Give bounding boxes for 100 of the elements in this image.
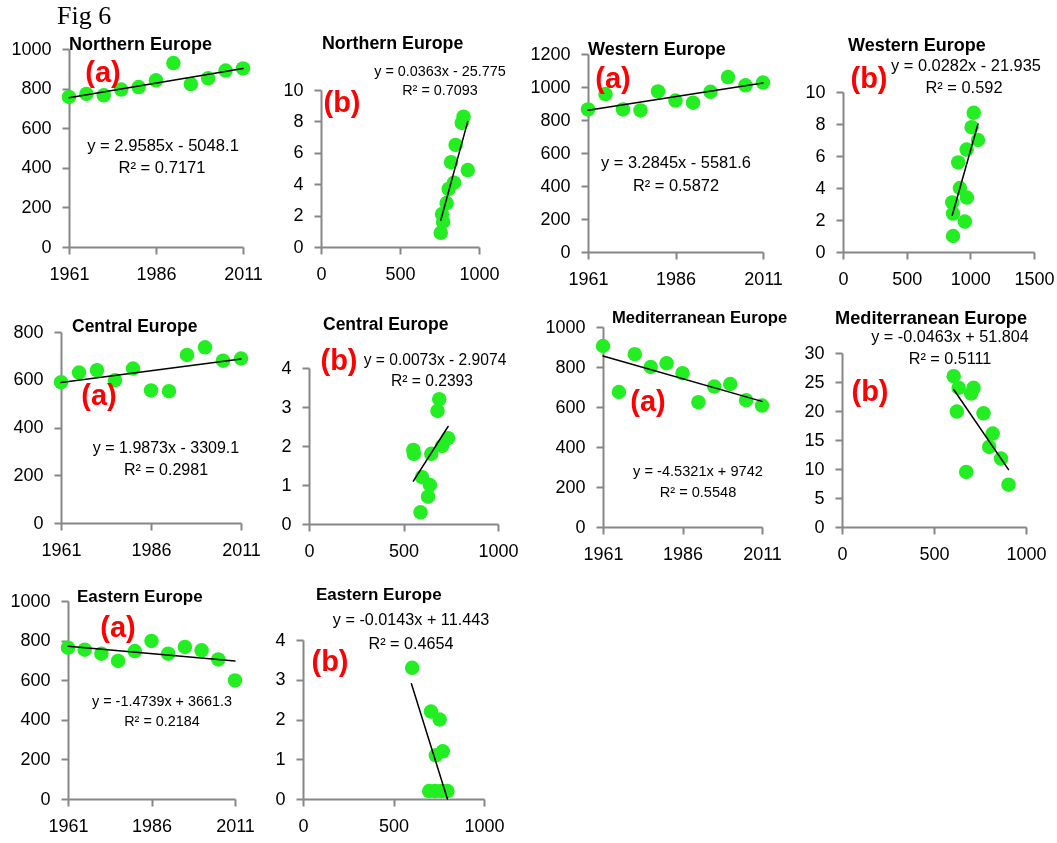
- y-tick-label: 0: [41, 236, 52, 257]
- x-tick-label: 2011: [744, 268, 783, 289]
- y-tick-label: 400: [20, 709, 51, 730]
- text: y = -0.0463x + 51.804: [871, 327, 1029, 345]
- x-tick-label: 1500: [1014, 268, 1055, 289]
- y-tick-label: 0: [293, 236, 304, 257]
- annotation: (a): [595, 62, 631, 94]
- annotation: R² = 0.7171: [118, 158, 206, 177]
- annotation: y = -4.5321x + 9742: [633, 463, 763, 479]
- y-tick-label: 10: [804, 458, 825, 479]
- x-tick-label: 0: [837, 543, 848, 564]
- x-tick-label: 1000: [464, 815, 505, 836]
- x-tick-label: 1000: [950, 268, 991, 289]
- x-tick-label: 1961: [41, 539, 82, 560]
- annotation: (b): [320, 344, 358, 376]
- chart-title: Eastern Europe: [316, 585, 442, 604]
- y-tick-label: 0: [575, 516, 586, 537]
- y-tick-label: 10: [283, 79, 304, 100]
- y-tick-label: 4: [281, 357, 292, 378]
- y-tick-label: 200: [540, 208, 571, 229]
- y-tick-label: 15: [804, 429, 825, 450]
- chart-title: Central Europe: [323, 314, 449, 334]
- annotation: R² = 0.5548: [659, 484, 737, 500]
- y-tick-label: 0: [281, 513, 292, 534]
- y-tick-label: 800: [21, 78, 52, 99]
- y-tick-label: 600: [20, 669, 51, 690]
- chart-title: Mediterranean Europe: [612, 308, 788, 327]
- y-tick-label: 800: [13, 321, 44, 342]
- annotation: y = -1.4739x + 3661.3: [91, 693, 233, 709]
- x-tick-label: 2011: [222, 539, 261, 560]
- y-tick-label: 5: [814, 487, 825, 508]
- chart-title: Northern Europe: [69, 34, 213, 54]
- y-tick-label: 1000: [10, 590, 51, 611]
- annotation: (b): [323, 86, 361, 118]
- y-tick-label: 1: [281, 474, 292, 495]
- y-tick-label: 10: [805, 81, 826, 102]
- annotation: R² = 0.7093: [402, 82, 478, 98]
- y-tick-label: 0: [33, 512, 44, 533]
- y-tick-label: 8: [815, 113, 826, 134]
- y-tick-label: 800: [20, 630, 51, 651]
- y-tick-label: 200: [21, 196, 52, 217]
- annotation: (b): [850, 62, 888, 94]
- annotation: (b): [311, 645, 349, 677]
- x-tick-label: 1986: [655, 268, 697, 289]
- y-tick-label: 1200: [530, 43, 571, 64]
- x-tick-label: 500: [378, 815, 410, 836]
- y-tick-label: 0: [275, 788, 286, 809]
- y-tick-label: 600: [555, 396, 586, 417]
- y-tick-label: 600: [540, 142, 571, 163]
- y-tick-label: 6: [293, 142, 304, 163]
- annotation: y = 3.2845x - 5581.6: [601, 153, 751, 171]
- x-tick-label: 1986: [131, 539, 172, 560]
- annotation: y = 2.9585x - 5048.1: [87, 136, 239, 155]
- y-tick-label: 600: [21, 117, 52, 138]
- y-tick-label: 400: [540, 175, 571, 196]
- annotation: (a): [85, 56, 121, 88]
- x-tick-label: 1000: [459, 263, 500, 284]
- chart-title: Mediterranean Europe: [835, 308, 1028, 328]
- annotation: y = 1.9873x - 3309.1: [92, 439, 240, 456]
- y-tick-label: 25: [804, 371, 825, 392]
- y-tick-label: 2: [293, 205, 304, 226]
- chart-title: Eastern Europe: [77, 587, 203, 606]
- y-tick-label: 1000: [530, 76, 571, 97]
- y-tick-label: 2: [275, 709, 286, 729]
- annotation: (a): [630, 385, 666, 417]
- y-tick-label: 400: [21, 157, 52, 178]
- y-tick-label: 1: [275, 748, 286, 769]
- x-tick-label: 2011: [743, 543, 782, 564]
- y-tick-label: 4: [815, 177, 826, 198]
- annotation: R² = 0.5872: [632, 176, 720, 194]
- y-tick-label: 600: [13, 369, 44, 390]
- text: y = 0.0073x - 2.9074: [363, 351, 507, 368]
- y-tick-label: 1000: [11, 38, 52, 59]
- y-tick-label: 200: [555, 476, 586, 497]
- chart-title: Northern Europe: [322, 33, 464, 53]
- y-tick-label: 1000: [545, 316, 586, 337]
- x-tick-label: 1961: [49, 263, 90, 284]
- chart-title: Central Europe: [72, 316, 198, 336]
- x-tick-label: 1000: [1006, 543, 1047, 564]
- x-tick-label: 500: [919, 543, 950, 564]
- y-tick-label: 0: [560, 241, 571, 262]
- y-tick-label: 2: [815, 209, 826, 230]
- y-tick-label: 8: [293, 110, 304, 131]
- x-tick-label: 2011: [216, 815, 255, 836]
- x-tick-label: 500: [385, 263, 416, 284]
- text: y = 0.0363x - 25.775: [374, 63, 506, 79]
- y-tick-label: 200: [20, 748, 51, 769]
- y-tick-label: 400: [555, 436, 586, 457]
- y-tick-label: 800: [555, 356, 586, 377]
- x-tick-label: 2011: [224, 263, 263, 284]
- y-tick-label: 0: [815, 241, 826, 262]
- text: y = 0.0282x - 21.935: [891, 56, 1041, 74]
- y-tick-label: 800: [540, 109, 571, 130]
- y-tick-label: 3: [281, 396, 292, 417]
- y-tick-label: 0: [40, 788, 51, 809]
- x-tick-label: 1961: [48, 815, 89, 836]
- annotation: (a): [81, 379, 117, 411]
- y-tick-label: 30: [804, 342, 825, 363]
- x-tick-label: 1986: [131, 815, 173, 836]
- x-tick-label: 1961: [568, 268, 609, 289]
